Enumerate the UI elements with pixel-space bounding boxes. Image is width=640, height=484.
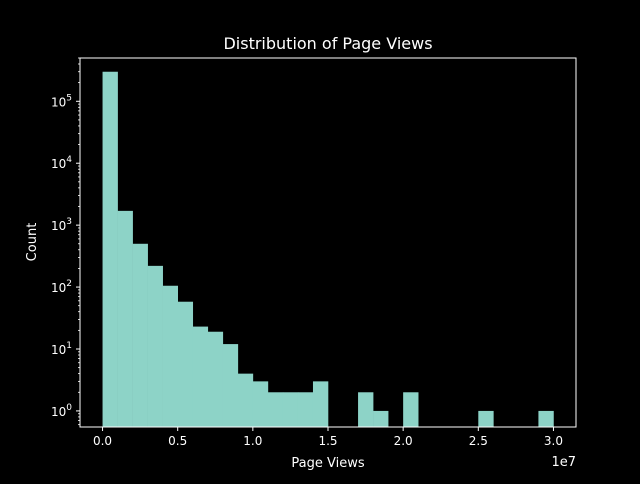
histogram-bar: [102, 71, 118, 428]
histogram-bar: [132, 243, 148, 427]
y-tick-label: 105: [51, 93, 72, 109]
histogram-bar: [222, 344, 239, 427]
y-tick-label: 102: [51, 279, 72, 295]
histogram-bar: [237, 373, 254, 427]
histogram-bar: [403, 392, 419, 427]
x-tick-label: 1.5: [318, 434, 337, 448]
histogram-bar: [373, 410, 389, 427]
histogram-bar: [358, 392, 374, 427]
histogram-bar: [252, 381, 269, 427]
histogram-bar: [538, 410, 554, 427]
histogram-bar: [282, 392, 299, 427]
chart-title: Distribution of Page Views: [223, 34, 432, 53]
x-tick-label: 0.0: [93, 434, 112, 448]
histogram-bar: [117, 210, 133, 427]
y-tick-label: 104: [51, 155, 72, 171]
histogram-bar: [267, 392, 284, 427]
histogram-bar: [312, 381, 329, 427]
x-axis-label: Page Views: [291, 456, 364, 471]
x-tick-label: 0.5: [168, 434, 187, 448]
histogram-bar: [192, 326, 209, 427]
y-tick-label: 100: [51, 403, 72, 419]
x-axis-ticks: 0.0 0.5 1.0 1.5 2.0 2.5 3.0: [93, 427, 563, 448]
x-tick-label: 3.0: [544, 434, 563, 448]
x-tick-label: 1.0: [243, 434, 262, 448]
histogram-bar: [177, 301, 194, 427]
x-tick-label: 2.0: [394, 434, 413, 448]
histogram-bar: [147, 265, 163, 427]
y-tick-label: 101: [51, 341, 72, 357]
histogram-bar: [297, 392, 314, 427]
y-tick-label: 103: [51, 217, 72, 233]
y-axis-ticks: 100 101 102 103 104 105: [51, 57, 80, 426]
x-tick-label: 2.5: [469, 434, 488, 448]
histogram-bar: [207, 331, 224, 427]
histogram-bar: [162, 285, 178, 427]
histogram-bar: [478, 410, 494, 427]
x-axis-offset-label: 1e7: [551, 455, 576, 470]
y-axis-label: Count: [25, 223, 40, 262]
bars-group: [102, 71, 554, 428]
